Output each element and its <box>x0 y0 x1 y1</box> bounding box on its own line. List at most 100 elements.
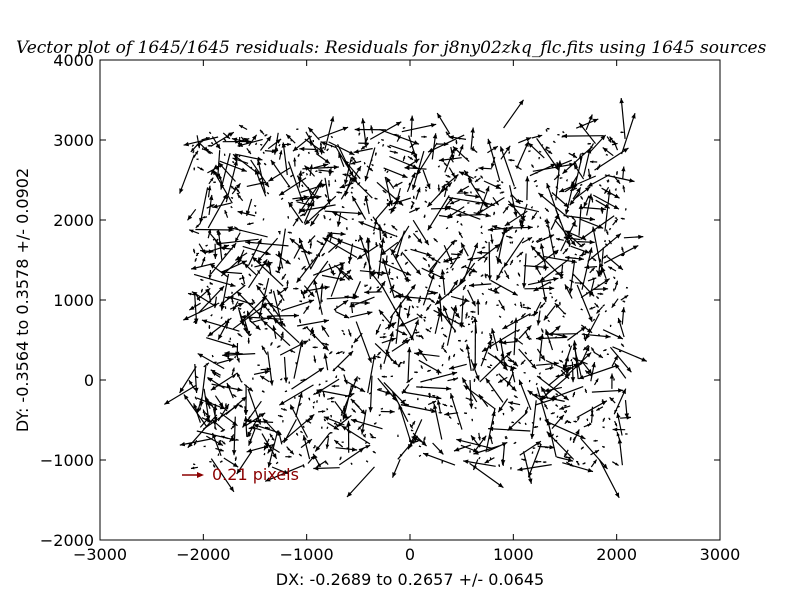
residual-vector <box>424 189 428 192</box>
residual-vector <box>456 438 493 449</box>
residual-vector <box>467 289 477 307</box>
residual-vector <box>320 141 337 149</box>
residual-vector <box>232 153 258 174</box>
residual-vector <box>297 257 301 260</box>
residual-vector <box>509 185 518 217</box>
residual-vector <box>401 384 410 395</box>
residual-vector <box>530 164 535 169</box>
residual-vector <box>207 144 212 147</box>
residual-vector <box>363 203 366 206</box>
residual-vector <box>305 326 330 351</box>
residual-vector <box>217 322 228 340</box>
residual-vector <box>493 408 496 416</box>
residual-vector <box>596 306 604 314</box>
residual-vector <box>448 355 451 361</box>
residual-vector <box>475 168 479 172</box>
residual-vector <box>604 309 608 313</box>
residual-vector <box>612 218 619 226</box>
residual-vector <box>454 239 458 243</box>
residual-vector <box>321 252 326 257</box>
residual-vector <box>556 415 559 418</box>
residual-vector <box>195 222 201 229</box>
residual-vector <box>428 255 431 259</box>
residual-vector <box>304 267 307 271</box>
residual-vector <box>395 230 405 260</box>
residual-vector <box>293 287 299 290</box>
residual-vector <box>190 262 215 270</box>
residual-vector <box>518 137 532 144</box>
residual-vector <box>327 397 335 400</box>
residual-vector <box>363 261 367 269</box>
residual-vector <box>296 128 299 130</box>
residual-vector <box>389 144 417 155</box>
residual-vector <box>429 256 441 264</box>
residual-vector <box>243 262 257 276</box>
residual-vector <box>486 274 488 277</box>
residual-vector <box>577 239 595 245</box>
residual-vector <box>257 364 260 367</box>
residual-vector <box>412 437 415 440</box>
residual-vector <box>517 272 521 277</box>
residual-vector <box>453 320 457 323</box>
residual-vector <box>555 237 564 241</box>
residual-vector <box>601 266 607 280</box>
residual-vector <box>506 235 513 239</box>
residual-vector <box>377 237 385 279</box>
residual-vector <box>297 402 302 407</box>
residual-vector <box>535 185 539 188</box>
residual-vector <box>286 280 289 287</box>
residual-vector <box>625 286 629 289</box>
residual-vector <box>193 167 196 171</box>
residual-vector <box>214 395 224 409</box>
residual-vector <box>428 239 456 271</box>
residual-vector <box>527 277 559 286</box>
residual-vector <box>562 147 592 175</box>
residual-vector <box>363 162 366 165</box>
residual-vector <box>544 219 547 223</box>
residual-vector <box>565 179 568 182</box>
residual-vector <box>536 310 541 326</box>
residual-vector <box>324 460 329 466</box>
residual-vector <box>243 416 249 437</box>
residual-vector <box>539 417 542 421</box>
residual-vector <box>280 413 315 444</box>
residual-vector <box>207 290 212 303</box>
residual-vector <box>199 187 209 224</box>
residual-vector <box>593 194 620 210</box>
residual-vector <box>576 461 580 466</box>
residual-vector <box>401 403 410 407</box>
residual-vector <box>301 250 313 255</box>
residual-vector <box>564 182 575 215</box>
residual-vector <box>249 333 252 336</box>
residual-vector <box>225 396 247 416</box>
residual-vector <box>351 195 367 220</box>
residual-vector <box>206 435 224 447</box>
residual-vector <box>500 145 511 160</box>
residual-vector <box>230 424 236 430</box>
residual-vector <box>369 286 372 291</box>
residual-vector <box>523 372 526 374</box>
residual-vector <box>405 340 408 344</box>
residual-vector <box>465 171 469 174</box>
residual-vector <box>444 148 455 173</box>
residual-vector <box>387 315 393 330</box>
residual-vector <box>407 236 410 239</box>
residual-vector <box>231 291 233 294</box>
residual-vector <box>305 173 309 176</box>
residual-vector <box>555 209 571 246</box>
residual-vector <box>224 306 227 309</box>
residual-vector <box>442 403 448 407</box>
residual-vector <box>220 316 223 319</box>
residual-vector <box>446 305 458 346</box>
residual-vector <box>351 218 354 220</box>
residual-vector <box>277 286 289 296</box>
residual-vector <box>212 238 216 241</box>
residual-vector <box>330 414 332 418</box>
residual-vector <box>215 150 221 179</box>
residual-vector <box>206 337 238 348</box>
residual-vector <box>210 141 214 145</box>
residual-vector <box>609 324 612 328</box>
residual-vector <box>420 313 423 317</box>
residual-vector <box>216 357 234 365</box>
residual-vector <box>210 332 214 335</box>
